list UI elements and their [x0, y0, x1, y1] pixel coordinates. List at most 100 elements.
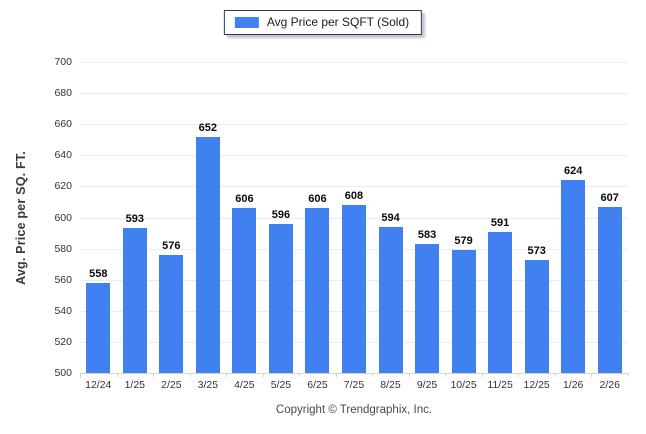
x-axis-tick	[445, 373, 447, 377]
bar-value-label: 652	[198, 121, 218, 134]
bar	[86, 282, 111, 373]
bar	[597, 206, 622, 373]
bar-group: 576	[153, 62, 190, 373]
x-axis-tick	[335, 373, 337, 377]
bar-group: 606	[299, 62, 336, 373]
bar-group: 596	[263, 62, 300, 373]
x-axis-tick	[153, 373, 155, 377]
gridline	[80, 124, 628, 126]
x-axis-tick-label: 2/26	[599, 379, 620, 391]
bar-value-label: 579	[454, 235, 473, 248]
x-axis-tick-label: 1/25	[124, 379, 146, 391]
y-axis-tick-label: 660	[54, 118, 72, 131]
bar-group: 606	[226, 62, 263, 373]
bar-value-label: 594	[381, 211, 400, 224]
bar-group: 591	[482, 62, 519, 373]
bar-group: 579	[445, 62, 482, 373]
bar-value-label: 606	[235, 193, 254, 206]
bar	[305, 208, 330, 373]
y-axis-tick-label: 500	[54, 367, 72, 379]
y-axis-tick-label: 540	[54, 304, 72, 317]
bar	[268, 223, 293, 373]
x-axis-tick-label: 8/25	[380, 379, 401, 391]
x-axis-tick-label: 4/25	[234, 379, 255, 391]
footer-copyright: Copyright © Trendgraphix, Inc.	[275, 404, 433, 416]
x-axis-tick	[299, 373, 301, 377]
bar-group: 608	[336, 62, 373, 373]
bar-value-label: 606	[308, 193, 327, 206]
bar-group: 593	[117, 62, 154, 373]
x-axis-tick-label: 10/25	[450, 379, 477, 391]
x-axis-tick-label: 11/25	[487, 379, 513, 391]
legend: Avg Price per SQFT (Sold)	[223, 10, 423, 35]
x-axis: 12/24 1/25 2/25 3/25 4/25 5/25 6/25 7/25 8/25 9/2…	[80, 379, 628, 391]
y-axis-tick-label: 700	[54, 56, 72, 68]
legend-label: Avg Price per SQFT (Sold)	[266, 15, 410, 29]
y-axis-tick-label: 580	[54, 242, 72, 255]
y-axis-tick-label: 680	[54, 87, 72, 100]
x-axis-tick	[189, 373, 191, 377]
bar-value-label: 591	[490, 216, 510, 229]
bar-group: 652	[190, 62, 227, 373]
bar	[122, 228, 147, 373]
bar-value-label: 583	[417, 228, 437, 241]
x-axis-tick-label: 6/25	[307, 379, 328, 391]
x-axis-tick-label: 3/25	[197, 379, 219, 391]
plot-area: 558 593 576 652 606 596 606 608 594 583 579 591 573 6…	[80, 62, 629, 377]
x-axis-tick	[408, 373, 410, 377]
bar	[159, 254, 184, 373]
bar	[378, 226, 403, 373]
bar-group: 594	[372, 62, 409, 373]
y-axis-tick-label: 620	[54, 180, 72, 193]
x-axis-tick-label: 9/25	[416, 379, 438, 391]
bar-group: 583	[409, 62, 446, 373]
bar	[451, 250, 476, 373]
y-axis-tick-label: 520	[54, 335, 72, 348]
y-axis-tick-label: 600	[54, 211, 72, 224]
gridline	[80, 155, 628, 157]
bar-group: 624	[555, 62, 592, 373]
gridline	[80, 186, 628, 188]
bar	[341, 205, 366, 373]
bar-value-label: 573	[527, 244, 546, 257]
bar-group: 607	[591, 62, 628, 373]
bar	[488, 231, 513, 373]
y-axis: 700 680 660 640 620 600 580 560 540 520 500	[0, 56, 76, 379]
bar-group: 573	[518, 62, 555, 373]
x-axis-tick	[628, 373, 629, 377]
x-axis-tick	[116, 373, 118, 377]
x-axis-tick	[80, 373, 81, 377]
bar-value-label: 576	[162, 239, 181, 252]
bar	[415, 243, 440, 373]
bar-value-label: 596	[271, 208, 291, 221]
bar-group: 558	[80, 62, 117, 373]
bar-value-label: 624	[563, 165, 583, 178]
bar	[524, 259, 549, 373]
bar-series: 558 593 576 652 606 596 606 608 594 583 579 591 573 6…	[80, 62, 628, 373]
bar	[232, 208, 257, 373]
x-axis-tick-label: 12/24	[85, 379, 112, 391]
y-axis-tick-label: 560	[54, 273, 72, 286]
x-axis-tick-label: 1/26	[562, 379, 584, 391]
bar	[561, 180, 586, 373]
bar-value-label: 608	[344, 190, 364, 203]
y-axis-tick-label: 640	[54, 149, 72, 162]
x-axis-tick	[226, 373, 228, 377]
bar-value-label: 607	[600, 191, 619, 204]
x-axis-tick-label: 12/25	[523, 379, 550, 391]
x-axis-tick	[518, 373, 520, 377]
x-axis-tick	[481, 373, 483, 377]
x-axis-tick	[372, 373, 374, 377]
x-axis-tick-label: 7/25	[343, 379, 365, 391]
bar-value-label: 558	[89, 267, 108, 280]
x-axis-tick	[262, 373, 264, 377]
x-axis-tick	[554, 373, 556, 377]
x-axis-ticks	[80, 373, 629, 377]
x-axis-tick-label: 5/25	[270, 379, 292, 391]
gridline	[80, 62, 628, 63]
x-axis-tick	[591, 373, 593, 377]
bar	[195, 136, 220, 373]
gridline	[80, 93, 628, 95]
bar-value-label: 593	[125, 213, 144, 226]
